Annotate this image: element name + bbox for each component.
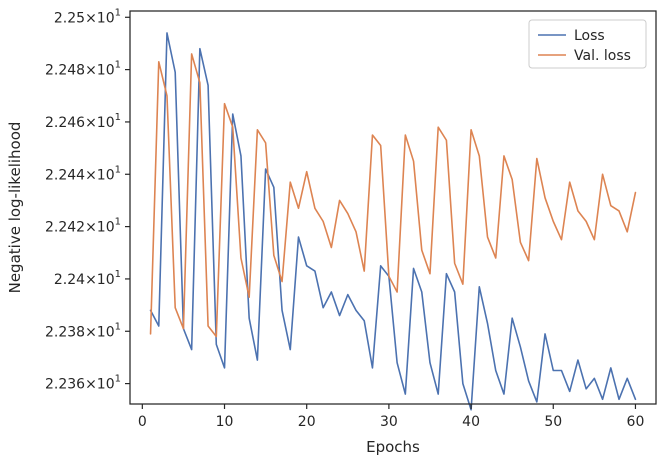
plot-area-frame — [129, 10, 657, 405]
y-tick-label: 2.244×101 — [45, 164, 121, 183]
y-tick-label: 2.238×101 — [45, 321, 121, 340]
y-tick-base: 10 — [97, 377, 115, 393]
y-tick-mantissa: 2.246 — [45, 115, 85, 131]
y-tick-mantissa: 2.238 — [45, 324, 85, 340]
legend-label: Val. loss — [574, 48, 631, 64]
y-tick-mantissa: 2.24 — [54, 272, 85, 288]
x-tick-label: 10 — [216, 414, 234, 430]
y-tick-exponent: 1 — [115, 60, 121, 71]
x-axis-ticks: 0 10 20 30 40 50 60 — [138, 404, 645, 430]
y-tick-times: × — [85, 220, 97, 236]
y-tick-base: 10 — [97, 115, 115, 131]
legend: Loss Val. loss — [528, 19, 647, 69]
y-tick-base: 10 — [97, 10, 115, 26]
x-axis-label: Epochs — [366, 438, 420, 456]
y-tick-base: 10 — [97, 324, 115, 340]
x-tick-label: 0 — [138, 414, 147, 430]
y-tick-exponent: 1 — [115, 112, 121, 123]
y-tick-exponent: 1 — [115, 217, 121, 228]
x-tick-label: 60 — [627, 414, 645, 430]
x-tick-label: 40 — [462, 414, 480, 430]
y-tick-times: × — [85, 324, 97, 340]
y-tick-times: × — [85, 10, 97, 26]
series-line-val-loss — [149, 53, 637, 338]
y-tick-label: 2.246×101 — [45, 112, 121, 131]
y-tick-mantissa: 2.242 — [45, 220, 85, 236]
y-tick-label: 2.24×101 — [54, 269, 121, 288]
legend-label: Loss — [574, 28, 605, 44]
y-tick-exponent: 1 — [115, 321, 121, 332]
y-tick-base: 10 — [97, 272, 115, 288]
x-tick-label: 50 — [544, 414, 562, 430]
x-tick-label: 20 — [298, 414, 316, 430]
y-tick-label: 2.25×101 — [54, 7, 121, 26]
y-tick-times: × — [85, 167, 97, 183]
y-tick-times: × — [85, 115, 97, 131]
y-tick-label: 2.236×101 — [45, 374, 121, 393]
y-tick-mantissa: 2.248 — [45, 63, 85, 79]
y-tick-exponent: 1 — [115, 164, 121, 175]
y-tick-base: 10 — [97, 63, 115, 79]
y-tick-mantissa: 2.244 — [45, 167, 85, 183]
y-tick-label: 2.248×101 — [45, 60, 121, 79]
y-tick-mantissa: 2.236 — [45, 377, 85, 393]
y-tick-exponent: 1 — [115, 374, 121, 385]
series-line-loss — [149, 32, 637, 411]
y-tick-times: × — [85, 377, 97, 393]
y-tick-mantissa: 2.25 — [54, 10, 85, 26]
legend-frame — [528, 19, 647, 69]
x-tick-label: 30 — [380, 414, 398, 430]
y-tick-times: × — [85, 272, 97, 288]
y-tick-times: × — [85, 63, 97, 79]
series-layer — [149, 32, 637, 411]
y-axis-label: Negative log-likelihood — [6, 122, 24, 294]
y-axis-ticks: 2.236×1012.238×1012.24×1012.242×1012.244… — [45, 7, 130, 393]
y-tick-base: 10 — [97, 220, 115, 236]
y-tick-label: 2.242×101 — [45, 217, 121, 236]
y-tick-exponent: 1 — [115, 7, 121, 18]
y-tick-exponent: 1 — [115, 269, 121, 280]
y-tick-base: 10 — [97, 167, 115, 183]
